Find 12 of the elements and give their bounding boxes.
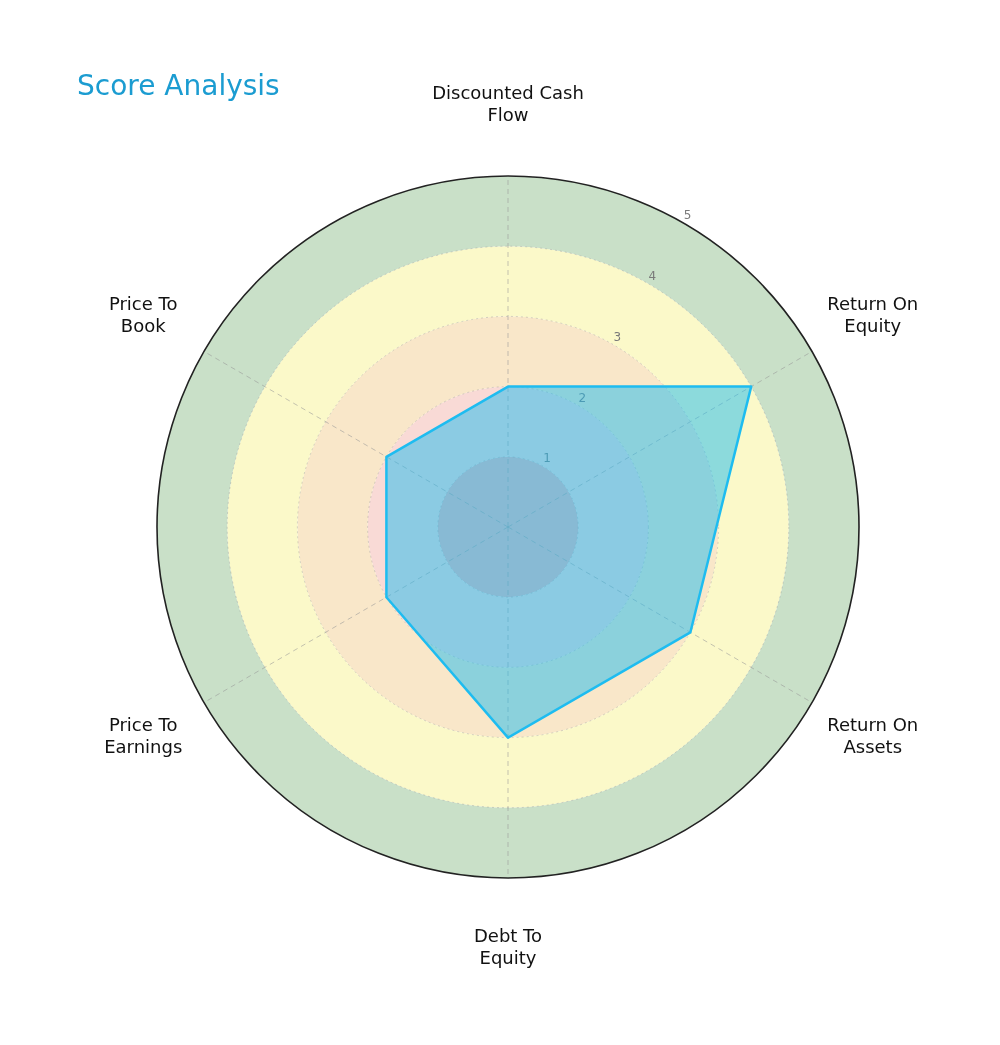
chart-title: Score Analysis (77, 69, 280, 103)
y-tick-label: 1 (543, 451, 551, 466)
y-tick-label: 3 (613, 329, 622, 344)
spoke-label: Return On Assets (827, 714, 919, 758)
y-tick-label: 2 (578, 390, 587, 405)
spoke-label: Return On Equity (827, 293, 919, 337)
y-tick-label: 5 (683, 208, 692, 223)
y-tick-label: 4 (648, 269, 657, 284)
spoke-label: Price To Earnings (104, 714, 183, 758)
spoke-label: Debt To Equity (473, 924, 543, 968)
spoke-label: Discounted Cash Flow (432, 82, 584, 126)
spoke-label: Price To Book (108, 293, 178, 337)
